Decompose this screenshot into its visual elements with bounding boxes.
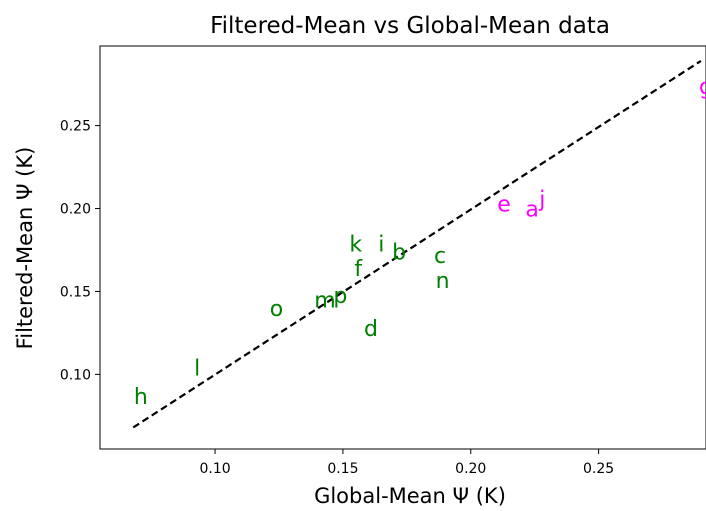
point-label-i: i — [378, 232, 384, 257]
point-label-j: j — [538, 188, 545, 213]
x-tick-label: 0.20 — [455, 461, 486, 477]
x-axis-label: Global-Mean Ψ (K) — [314, 484, 506, 508]
y-tick-label: 0.15 — [60, 284, 91, 300]
point-label-o: o — [270, 297, 283, 322]
y-tick-label: 0.20 — [60, 202, 91, 218]
plot-frame — [99, 45, 706, 450]
point-label-d: d — [364, 317, 378, 342]
point-label-h: h — [134, 385, 148, 410]
reference-line — [132, 60, 702, 429]
point-label-p: p — [333, 284, 347, 309]
x-tick-label: 0.10 — [199, 461, 230, 477]
point-label-m: m — [314, 289, 335, 314]
point-label-f: f — [354, 257, 363, 282]
point-label-a: a — [525, 198, 538, 223]
point-label-c: c — [434, 244, 446, 269]
x-tick-label: 0.25 — [583, 461, 614, 477]
y-tick-label: 0.10 — [60, 367, 91, 383]
x-tick-label: 0.15 — [327, 461, 358, 477]
data-points: a b c d e f g h i j k l m n o p — [134, 75, 706, 410]
point-label-b: b — [392, 241, 406, 266]
y-axis: 0.10 0.15 0.20 0.25 — [60, 119, 100, 383]
y-tick-label: 0.25 — [60, 119, 91, 135]
point-label-k: k — [349, 232, 362, 257]
point-label-g: g — [699, 75, 706, 100]
chart-title: Filtered-Mean vs Global-Mean data — [210, 13, 610, 39]
point-label-e: e — [497, 193, 511, 218]
point-label-n: n — [436, 269, 450, 294]
point-label-l: l — [194, 357, 200, 382]
x-axis: 0.10 0.15 0.20 0.25 — [199, 449, 614, 477]
y-axis-label: Filtered-Mean Ψ (K) — [13, 147, 37, 350]
